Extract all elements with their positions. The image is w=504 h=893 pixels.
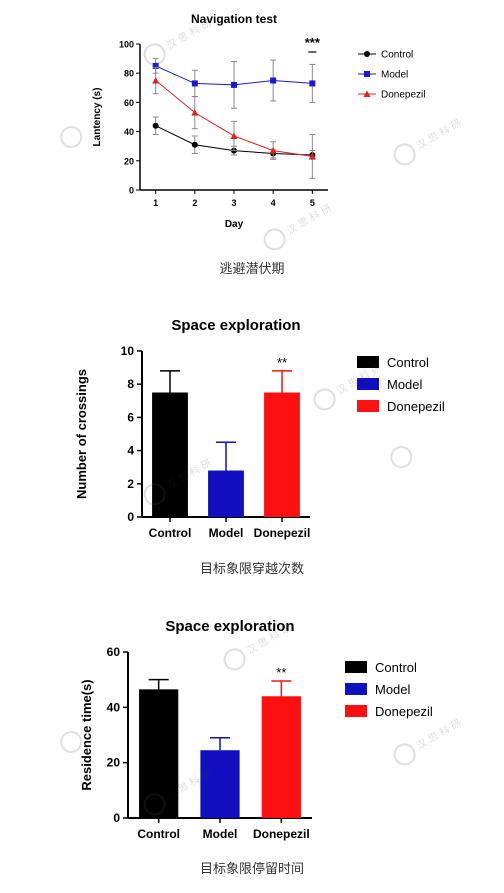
- residence-time-panel: Space exploration 0 20 40 60 Residence time(s…: [0, 605, 504, 893]
- y-tick-label: 40: [107, 700, 121, 714]
- legend-swatch: [357, 356, 379, 368]
- data-point: [230, 132, 238, 139]
- data-point: [269, 147, 277, 154]
- significance-marker: **: [276, 665, 286, 680]
- crossings-panel: Space exploration 0 2 4 6 8 10 Number of crossi…: [0, 300, 504, 590]
- y-tick-label: 80: [124, 69, 134, 79]
- legend-label: Model: [381, 70, 408, 81]
- y-tick-label: 4: [127, 444, 134, 458]
- legend-swatch: [357, 400, 379, 412]
- x-tick-label: Donepezil: [253, 827, 310, 841]
- legend-swatch: [345, 683, 367, 695]
- data-point: [191, 109, 199, 116]
- x-tick-label: 3: [231, 198, 236, 208]
- data-point: [191, 80, 198, 87]
- x-tick-label: Model: [203, 827, 238, 841]
- significance-marker: ***: [305, 35, 321, 50]
- x-tick-label: Control: [149, 526, 192, 540]
- data-point: [152, 122, 159, 129]
- legend-label: Control: [381, 50, 413, 61]
- y-tick-label: 40: [124, 127, 134, 137]
- y-tick-label: 2: [127, 477, 134, 491]
- data-point: [270, 77, 277, 84]
- y-tick-label: 10: [121, 344, 135, 358]
- x-tick-label: Model: [209, 526, 244, 540]
- y-tick-label: 100: [119, 40, 134, 50]
- legend-label: Control: [387, 355, 429, 370]
- data-point: [309, 80, 316, 87]
- legend-marker: [364, 71, 370, 77]
- residence-time-caption: 目标象限停留时间: [199, 862, 304, 877]
- x-tick-label: 4: [271, 198, 276, 208]
- y-tick-label: 0: [113, 811, 120, 825]
- y-tick-label: 20: [107, 756, 121, 770]
- crossings-chart: Space exploration 0 2 4 6 8 10 Number of crossi…: [74, 317, 445, 540]
- crossings-caption: 目标象限穿越次数: [199, 562, 304, 577]
- significance-marker: **: [277, 355, 287, 370]
- bar-donepezil: [261, 696, 301, 818]
- legend-swatch: [357, 378, 379, 390]
- chart-title: Navigation test: [191, 12, 277, 26]
- data-point: [152, 62, 159, 69]
- legend-marker: [363, 90, 371, 97]
- bar-control: [139, 689, 179, 818]
- navigation-test-caption: 逃避潜伏期: [219, 262, 285, 277]
- navigation-test-chart: Navigation test 0 20 40 60 80 100 1 2 3 4 5 Day Lante…: [92, 12, 425, 230]
- residence-time-chart: Space exploration 0 20 40 60 Residence time(s…: [79, 618, 433, 841]
- legend-label: Control: [375, 660, 417, 675]
- data-point: [152, 77, 160, 84]
- data-point: [308, 152, 316, 160]
- y-tick-label: 60: [124, 98, 134, 108]
- y-tick-label: 0: [127, 510, 134, 524]
- data-point: [191, 141, 198, 148]
- x-tick-label: 1: [153, 198, 158, 208]
- y-axis-label: Number of crossings: [74, 369, 89, 499]
- y-tick-label: 8: [127, 377, 134, 391]
- x-tick-label: Control: [137, 827, 180, 841]
- legend-swatch: [345, 661, 367, 673]
- bar-model: [208, 470, 244, 517]
- data-point: [231, 81, 237, 88]
- legend-marker: [364, 51, 370, 57]
- series-donepezil: [152, 66, 316, 179]
- legend-label: Donepezil: [387, 399, 445, 414]
- legend-label: Donepezil: [381, 90, 425, 101]
- x-tick-label: 2: [192, 198, 197, 208]
- y-tick-label: 6: [127, 410, 134, 424]
- x-axis-label: Day: [225, 219, 244, 230]
- y-tick-label: 60: [107, 645, 121, 659]
- bar-control: [152, 392, 188, 517]
- bar-model: [200, 750, 240, 818]
- chart-title: Space exploration: [171, 317, 300, 334]
- series-model: [152, 58, 316, 109]
- y-axis-label: Residence time(s): [79, 679, 94, 790]
- x-tick-label: Donepezil: [254, 526, 311, 540]
- x-tick-label: 5: [310, 198, 315, 208]
- legend-label: Model: [375, 682, 411, 697]
- y-tick-label: 20: [124, 156, 134, 166]
- y-tick-label: 0: [129, 186, 134, 196]
- legend-label: Donepezil: [375, 704, 433, 719]
- legend-label: Model: [387, 377, 423, 392]
- bar-donepezil: [264, 392, 300, 517]
- navigation-test-panel: Navigation test 0 20 40 60 80 100 1 2 3 4 5 Day Lante…: [0, 0, 504, 290]
- chart-title: Space exploration: [165, 618, 294, 635]
- y-axis-label: Lantency (s): [92, 88, 103, 147]
- legend-swatch: [345, 705, 367, 717]
